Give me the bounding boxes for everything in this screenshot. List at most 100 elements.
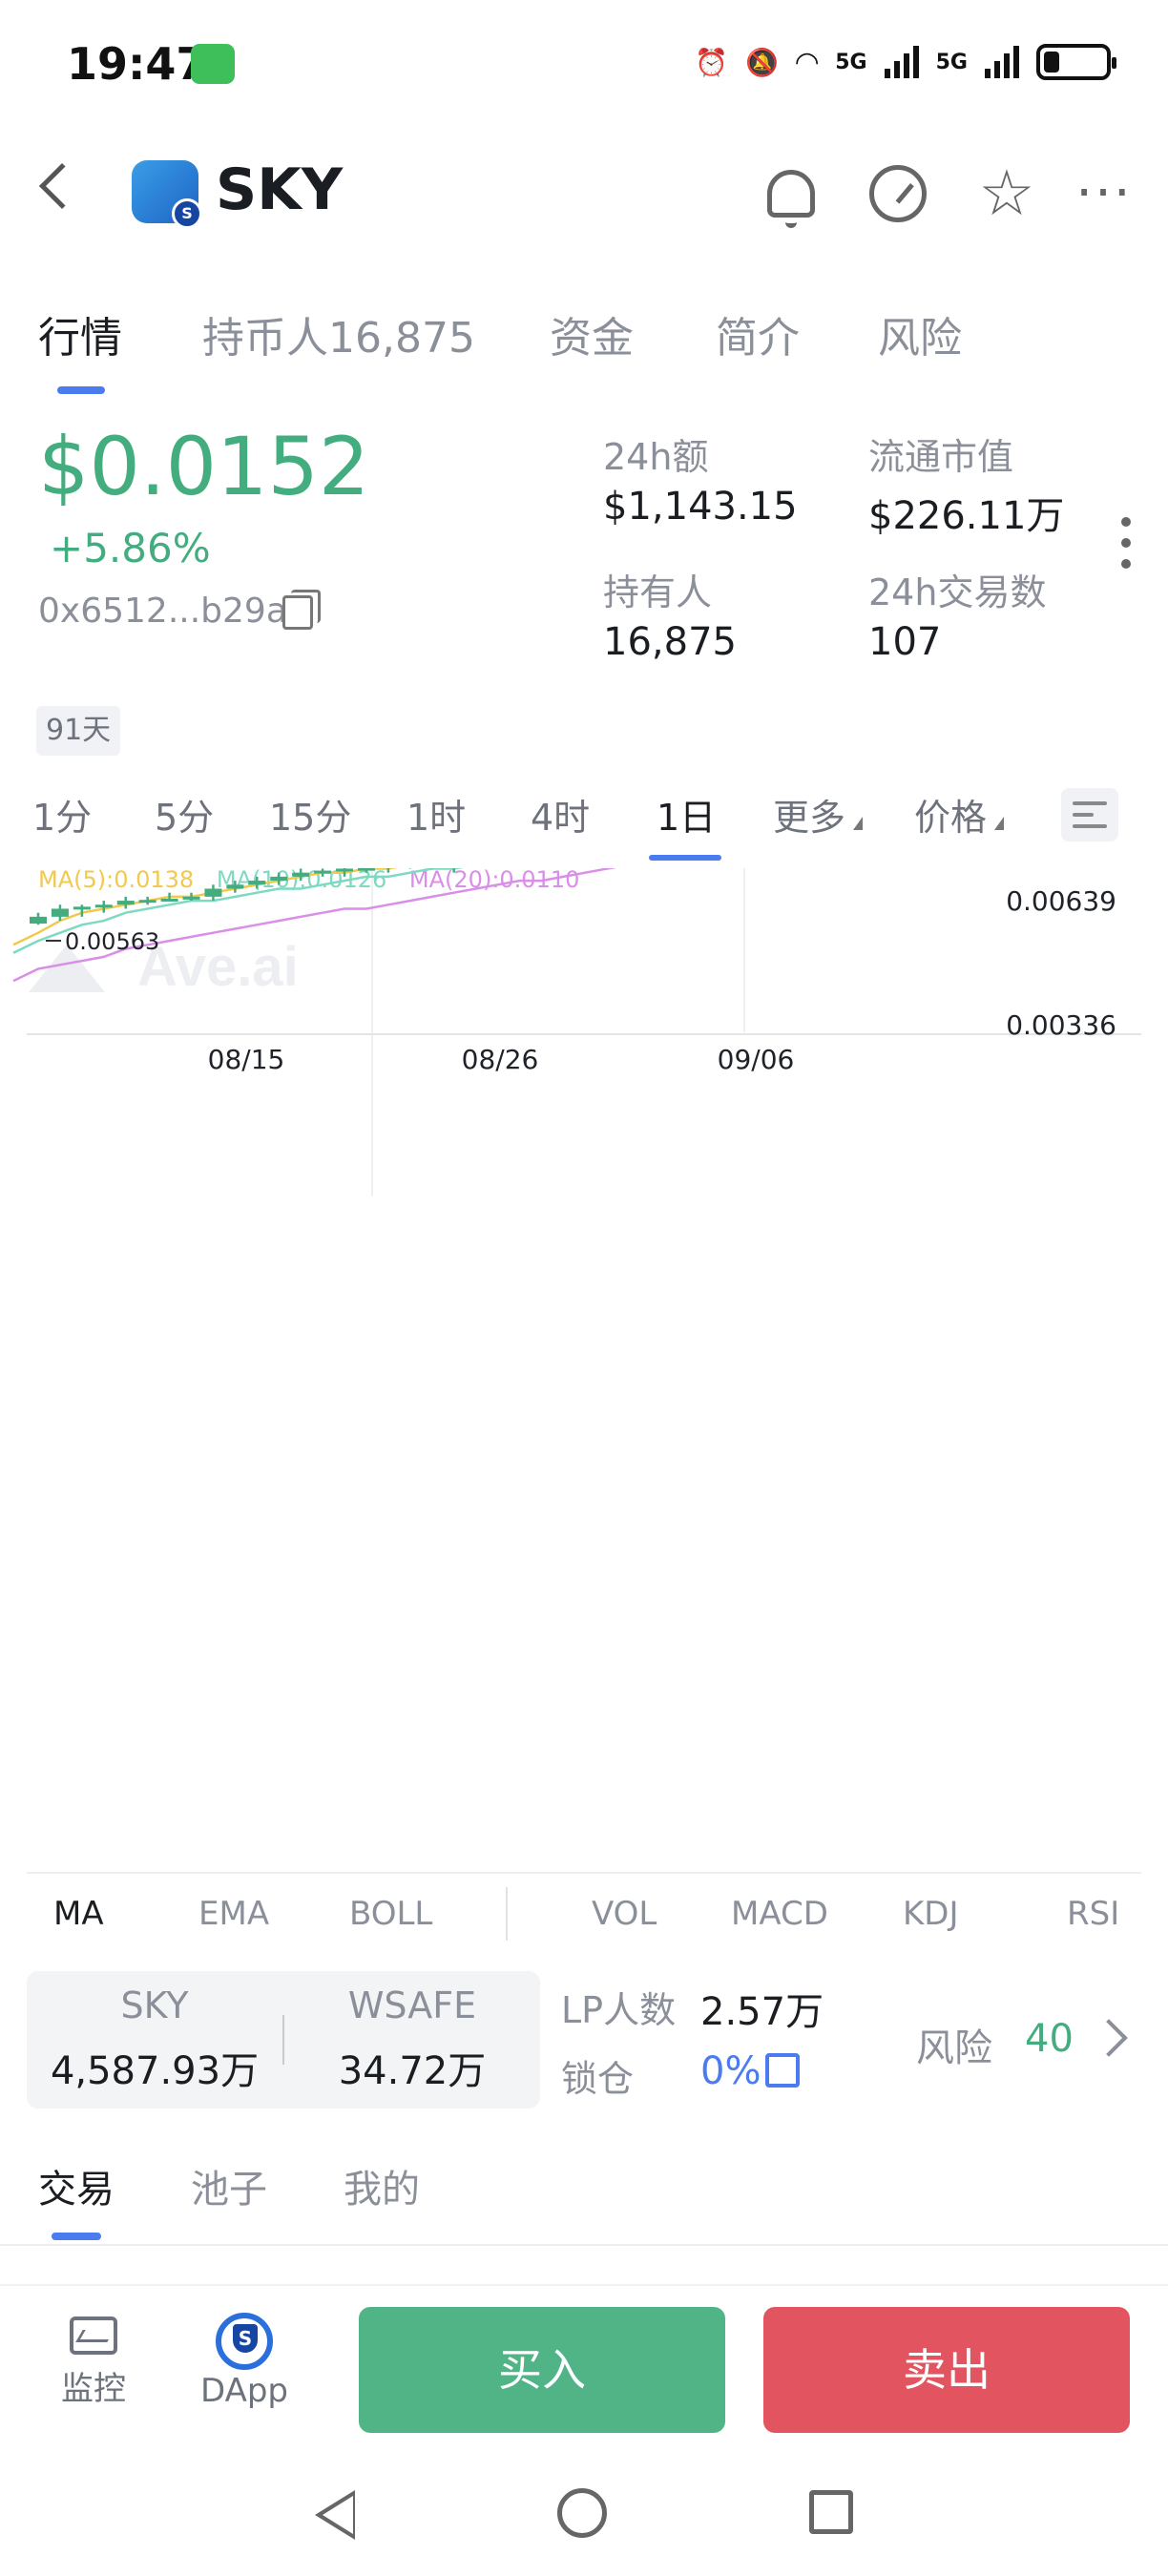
lp-holders-value: 2.57万 (700, 1990, 824, 2034)
x-tick-label: 08/26 (462, 1044, 539, 1075)
gauge-button[interactable] (865, 160, 931, 227)
copy-icon[interactable] (282, 590, 321, 630)
price-mode-dropdown[interactable]: 价格 (914, 788, 1005, 841)
divider (0, 2284, 1168, 2286)
candle-body (116, 901, 135, 905)
holders-label: 持有人 (603, 571, 713, 613)
chart-settings-button[interactable] (1061, 788, 1118, 841)
bottom-tab-indicator (52, 2233, 101, 2240)
back-button[interactable] (38, 162, 86, 210)
signal-label-1: 5G (835, 50, 867, 74)
holders-value: 16,875 (603, 620, 737, 664)
indicator-kdj[interactable]: KDJ (903, 1895, 959, 1933)
alarm-icon: ⏰ (695, 46, 729, 78)
chevron-right-icon[interactable] (1090, 2019, 1128, 2057)
vertical-more-icon[interactable] (1118, 517, 1134, 569)
indicator-ma[interactable]: MA (53, 1895, 104, 1933)
tx-count-value: 107 (868, 620, 942, 664)
external-link-icon[interactable] (765, 2053, 800, 2088)
price-mode-label: 价格 (914, 797, 988, 839)
interval-active-indicator (649, 855, 721, 861)
candle-body (138, 900, 156, 904)
contract-address: 0x6512...b29a (38, 592, 287, 631)
candle-body (248, 881, 266, 885)
monitor-label: 监控 (61, 2370, 126, 2408)
caret-down-icon (994, 817, 1005, 830)
tab-pools[interactable]: 池子 (191, 2168, 267, 2212)
tab-intro[interactable]: 简介 (716, 314, 800, 363)
interval-5m[interactable]: 5分 (155, 797, 215, 839)
y-tick-label: 0.00639 (1006, 885, 1116, 917)
token-logo-badge: S (172, 198, 202, 229)
indicator-boll[interactable]: BOLL (349, 1895, 433, 1933)
pool-token2-amount: 34.72万 (338, 2049, 487, 2093)
candle-body (314, 870, 332, 874)
more-dots-icon: ··· (1075, 162, 1133, 224)
pool-token1-name: SKY (120, 1984, 189, 2026)
y-tick-label: 0.00336 (1006, 1009, 1116, 1041)
ma5-line (12, 868, 398, 946)
dapp-shield-icon (216, 2313, 273, 2370)
pool-token2-name: WSAFE (347, 1984, 477, 2026)
indicator-rsi[interactable]: RSI (1067, 1895, 1120, 1933)
divider (27, 1872, 1141, 1874)
price-change: +5.86% (50, 525, 211, 571)
mcap-label: 流通市值 (868, 436, 1014, 478)
gauge-icon (869, 165, 927, 222)
battery-icon (1036, 44, 1116, 80)
candle-body (204, 888, 222, 897)
risk-label[interactable]: 风险 (916, 2026, 992, 2070)
tab-mine[interactable]: 我的 (344, 2168, 420, 2212)
candlestick-chart[interactable]: Ave.ai08/1508/2609/060.01240.009410.0063… (0, 868, 1168, 1803)
tx-count-label: 24h交易数 (868, 571, 1047, 613)
interval-1d[interactable]: 1日 (657, 797, 717, 839)
candle-body (160, 898, 178, 902)
tab-active-indicator (57, 386, 105, 394)
signal-label-2: 5G (935, 50, 968, 74)
signal-icon-2 (985, 46, 1019, 78)
system-back-icon[interactable] (315, 2490, 355, 2540)
indicator-macd[interactable]: MACD (731, 1895, 828, 1933)
tab-risk[interactable]: 风险 (878, 314, 962, 363)
indicator-vol[interactable]: VOL (592, 1895, 657, 1933)
system-home-icon[interactable] (557, 2488, 607, 2538)
favorite-button[interactable]: ☆ (973, 160, 1040, 227)
pool-divider (282, 2015, 284, 2065)
risk-score[interactable]: 40 (1025, 2017, 1074, 2061)
interval-more-dropdown[interactable]: 更多 (773, 788, 864, 841)
lock-value[interactable]: 0% (700, 2049, 761, 2093)
ma-legend: MA(5):0.0138 MA(10):0.0126 MA(20):0.0110 (38, 866, 594, 893)
monitor-button[interactable]: 监控 (36, 2316, 151, 2409)
buy-button[interactable]: 买入 (359, 2307, 725, 2433)
system-recents-icon[interactable] (809, 2490, 853, 2534)
tab-trades[interactable]: 交易 (38, 2168, 115, 2212)
watermark: Ave.ai (137, 936, 299, 998)
bell-button[interactable] (758, 160, 824, 228)
interval-15m[interactable]: 15分 (269, 797, 352, 839)
age-badge: 91天 (36, 706, 121, 756)
current-price: $0.0152 (38, 420, 370, 513)
interval-1m[interactable]: 1分 (32, 797, 93, 839)
interval-1h[interactable]: 1时 (407, 797, 467, 839)
tab-holders[interactable]: 持币人16,875 (202, 314, 475, 363)
tab-funds[interactable]: 资金 (550, 314, 634, 363)
indicator-separator (506, 1887, 508, 1941)
bell-icon (767, 170, 815, 228)
ma5-label: MA(5):0.0138 (38, 866, 195, 893)
volume-label: 24h额 (603, 436, 709, 478)
indicator-ema[interactable]: EMA (198, 1895, 270, 1933)
candle-body (357, 868, 375, 871)
mute-icon: 🔕 (745, 46, 780, 78)
dapp-label: DApp (199, 2372, 288, 2410)
x-tick-label: 08/15 (208, 1044, 285, 1075)
candle-body (51, 908, 69, 917)
more-button[interactable]: ··· (1071, 160, 1137, 227)
x-tick-label: 09/06 (718, 1044, 795, 1075)
sell-button[interactable]: 卖出 (763, 2307, 1130, 2433)
candle-body (270, 876, 288, 882)
interval-4h[interactable]: 4时 (531, 797, 591, 839)
tab-market[interactable]: 行情 (38, 314, 122, 363)
candle-body (73, 906, 91, 910)
mcap-value: $226.11万 (868, 494, 1065, 538)
dapp-button[interactable]: DApp (187, 2313, 302, 2410)
